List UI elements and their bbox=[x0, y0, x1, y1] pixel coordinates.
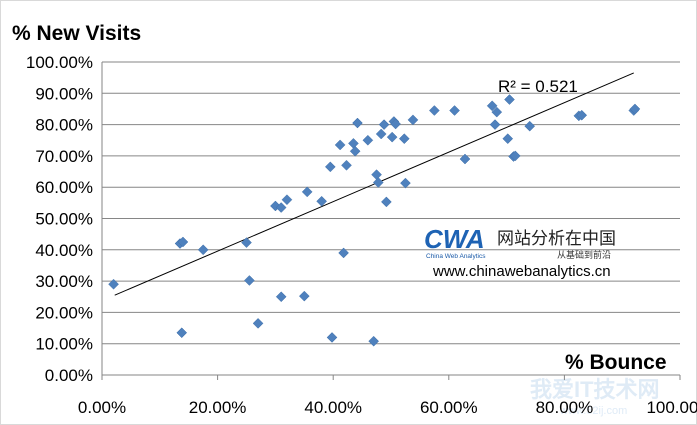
trendline bbox=[114, 72, 634, 296]
y-tick-label: 40.00% bbox=[35, 241, 93, 260]
y-tick-label: 100.00% bbox=[26, 53, 93, 72]
data-point bbox=[176, 327, 188, 339]
data-point bbox=[386, 131, 398, 143]
y-tick-label: 90.00% bbox=[35, 84, 93, 103]
data-point bbox=[368, 335, 380, 347]
r-squared-label: R² = 0.521 bbox=[498, 77, 578, 96]
data-point bbox=[502, 133, 514, 145]
y-tick-label: 30.00% bbox=[35, 272, 93, 291]
y-tick-label: 10.00% bbox=[35, 335, 93, 354]
data-point bbox=[338, 247, 349, 259]
data-point bbox=[341, 159, 352, 171]
data-point bbox=[491, 106, 503, 118]
x-tick-label: 0.00% bbox=[78, 398, 126, 417]
data-point bbox=[108, 278, 119, 290]
data-point bbox=[400, 177, 411, 189]
data-point bbox=[378, 119, 390, 130]
data-point bbox=[348, 138, 359, 149]
data-point bbox=[428, 105, 440, 116]
x-tick-label: 60.00% bbox=[420, 398, 478, 417]
data-point bbox=[375, 128, 387, 140]
site-watermark-text: 我爱IT技术网 bbox=[530, 377, 660, 402]
data-point bbox=[334, 139, 346, 151]
data-point bbox=[576, 109, 588, 121]
cwa-url: www.chinawebanalytics.cn bbox=[432, 263, 611, 280]
data-point bbox=[407, 114, 419, 126]
y-tick-labels: 0.00% 10.00% 20.00% 30.00% 40.00% 50.00% 60.00… bbox=[26, 53, 93, 385]
data-point bbox=[509, 150, 521, 162]
data-points bbox=[108, 94, 641, 347]
site-watermark: 我爱IT技术网 www.52ij.com bbox=[530, 377, 660, 417]
y-tick-label: 20.00% bbox=[35, 303, 93, 322]
data-point bbox=[372, 177, 384, 188]
gridlines bbox=[102, 61, 680, 345]
cwa-logo: CWA bbox=[424, 224, 485, 254]
cwa-title-cn: 网站分析在中国 bbox=[497, 229, 616, 248]
data-point bbox=[390, 118, 401, 130]
data-point bbox=[252, 318, 264, 329]
cwa-watermark: CWA 网站分析在中国 China Web Analytics 从基础到前沿 w… bbox=[424, 224, 616, 280]
data-point bbox=[301, 186, 313, 198]
x-tick-label: 80.00% bbox=[536, 398, 594, 417]
data-point bbox=[324, 161, 336, 173]
data-point bbox=[275, 202, 287, 213]
data-point bbox=[362, 134, 374, 146]
x-axis-title: % Bounce bbox=[565, 351, 667, 374]
y-axis-title: % New Visits bbox=[12, 22, 141, 45]
data-point bbox=[524, 120, 536, 132]
data-point bbox=[275, 291, 287, 303]
data-point bbox=[629, 103, 641, 115]
data-point bbox=[486, 100, 498, 112]
site-watermark-url: www.52ij.com bbox=[559, 405, 627, 417]
data-point bbox=[371, 169, 382, 181]
x-tick-label: 100.00% bbox=[646, 398, 697, 417]
y-tick-label: 0.00% bbox=[45, 366, 93, 385]
cwa-logo-sub: China Web Analytics bbox=[426, 253, 486, 260]
x-tick-label: 40.00% bbox=[304, 398, 362, 417]
data-point bbox=[326, 332, 338, 343]
data-point bbox=[381, 196, 392, 208]
data-point bbox=[349, 145, 361, 157]
x-tick-label: 20.00% bbox=[189, 398, 247, 417]
x-tick-labels: 0.00% 20.00% 40.00% 60.00% 80.00% 100.00% bbox=[78, 375, 697, 417]
data-point bbox=[352, 117, 363, 129]
data-point bbox=[241, 237, 252, 248]
data-point bbox=[177, 236, 189, 248]
data-point bbox=[449, 105, 460, 116]
y-tick-label: 70.00% bbox=[35, 147, 93, 166]
data-point bbox=[398, 133, 410, 145]
data-point bbox=[316, 195, 327, 207]
data-point bbox=[197, 244, 209, 256]
cwa-subtitle-cn: 从基础到前沿 bbox=[557, 249, 611, 260]
data-point bbox=[459, 153, 471, 165]
data-point bbox=[504, 94, 515, 105]
y-tick-label: 50.00% bbox=[35, 210, 93, 229]
data-point bbox=[244, 275, 255, 286]
data-point bbox=[281, 194, 293, 206]
data-point bbox=[489, 119, 501, 130]
y-tick-label: 60.00% bbox=[35, 178, 93, 197]
y-tick-label: 80.00% bbox=[35, 116, 93, 135]
data-point bbox=[298, 290, 310, 302]
